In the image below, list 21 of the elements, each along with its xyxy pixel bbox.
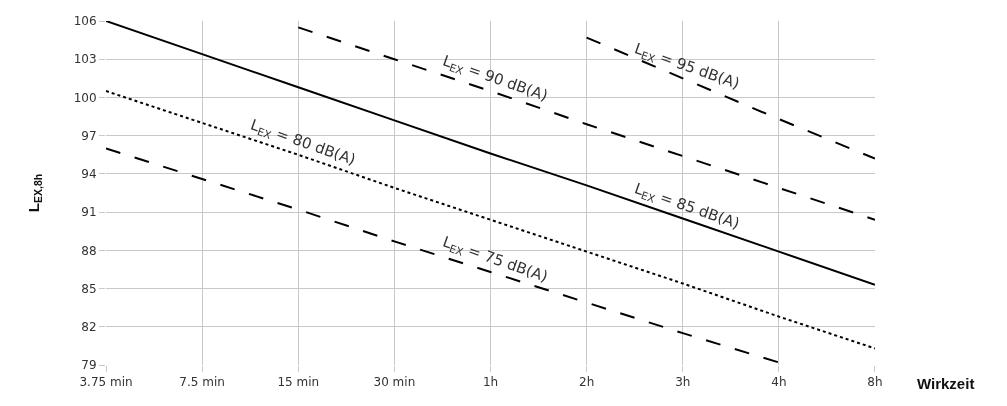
x-tick-label: 30 min [373, 375, 416, 390]
y-tick-label: 94 [81, 167, 97, 182]
x-tick-label: 4h [771, 375, 787, 390]
x-axis-title: Wirkzeit [917, 375, 975, 392]
x-tick-label: 1h [482, 375, 499, 390]
line-series [585, 36, 875, 160]
x-tick-label: 3.75 min [79, 375, 133, 390]
x-tick-label: 3h [675, 375, 691, 390]
y-tick-label: 82 [81, 319, 97, 334]
y-tick-label: 100 [73, 90, 97, 105]
y-tick-label: 91 [81, 205, 97, 220]
x-tick-label: 2h [578, 375, 595, 390]
y-tick-label: 103 [73, 52, 97, 67]
x-tick-label: 15 min [277, 375, 320, 390]
y-tick-label: 85 [81, 281, 97, 296]
x-tick-label: 8h [867, 375, 883, 390]
x-tick-label: 7.5 min [179, 375, 225, 390]
y-tick-label: 88 [81, 243, 97, 258]
y-tick-label: 106 [73, 14, 97, 29]
y-tick-label: 97 [81, 128, 97, 143]
y-tick-label: 79 [81, 358, 97, 373]
